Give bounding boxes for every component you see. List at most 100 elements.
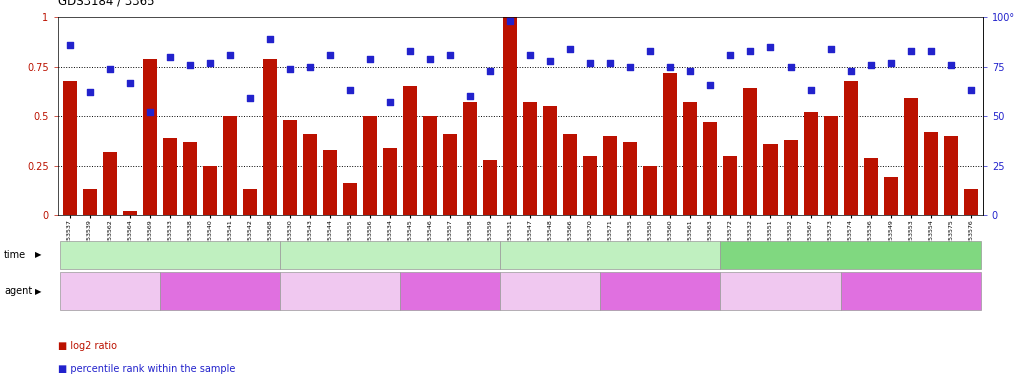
Point [182, 62, 198, 68]
Bar [764, 144, 777, 215]
Point [142, 109, 158, 115]
Point [381, 99, 398, 105]
Text: methoxyacetic acid: methoxyacetic acid [867, 286, 955, 296]
Text: saline: saline [97, 286, 123, 296]
Point [242, 95, 258, 101]
Text: saline: saline [327, 286, 354, 296]
Bar [162, 138, 177, 215]
Point [702, 81, 719, 88]
Bar [963, 189, 978, 215]
Bar [864, 158, 878, 215]
Bar [63, 81, 77, 215]
Text: methoxyacetic acid: methoxyacetic acid [616, 286, 705, 296]
Bar [703, 122, 718, 215]
Point [522, 52, 539, 58]
Point [502, 18, 518, 24]
Point [742, 48, 759, 54]
Text: 24 hr: 24 hr [836, 250, 866, 260]
Bar [143, 59, 156, 215]
Point [102, 66, 118, 72]
Bar [223, 116, 236, 215]
Bar [563, 134, 578, 215]
Text: methoxyacetic acid: methoxyacetic acid [406, 286, 494, 296]
Point [802, 88, 818, 94]
Bar [263, 59, 277, 215]
Bar [603, 136, 617, 215]
Bar [884, 177, 897, 215]
Point [822, 46, 839, 52]
Text: agent: agent [4, 286, 32, 296]
Point [201, 60, 218, 66]
Point [341, 88, 358, 94]
Point [421, 56, 438, 62]
Point [903, 48, 919, 54]
Point [121, 79, 138, 86]
Point [582, 60, 598, 66]
Bar [82, 189, 97, 215]
Bar [783, 140, 798, 215]
Bar [363, 116, 377, 215]
Bar [684, 102, 697, 215]
Text: saline: saline [537, 286, 563, 296]
Point [442, 52, 458, 58]
Point [622, 64, 638, 70]
Point [482, 68, 499, 74]
Text: GDS3184 / 3365: GDS3184 / 3365 [58, 0, 154, 8]
Text: methoxyacetic acid: methoxyacetic acid [176, 286, 264, 296]
Point [922, 48, 939, 54]
Point [562, 46, 579, 52]
Point [322, 52, 338, 58]
Text: 12 hr: 12 hr [595, 250, 625, 260]
Bar [623, 142, 637, 215]
Bar [343, 184, 357, 215]
Point [161, 54, 178, 60]
Point [62, 42, 78, 48]
Text: time: time [4, 250, 27, 260]
Point [862, 62, 879, 68]
Bar [663, 73, 677, 215]
Text: 4 hr: 4 hr [158, 250, 181, 260]
Bar [743, 88, 758, 215]
Bar [424, 116, 437, 215]
Bar [403, 86, 417, 215]
Point [882, 60, 898, 66]
Point [683, 68, 699, 74]
Bar [283, 120, 297, 215]
Point [602, 60, 619, 66]
Point [763, 44, 779, 50]
Text: saline: saline [767, 286, 794, 296]
Point [301, 64, 318, 70]
Text: ▶: ▶ [35, 286, 41, 296]
Point [542, 58, 558, 64]
Bar [944, 136, 958, 215]
Bar [323, 150, 337, 215]
Bar [543, 106, 557, 215]
Bar [904, 98, 918, 215]
Point [261, 36, 278, 42]
Point [282, 66, 298, 72]
Bar [823, 116, 838, 215]
Bar [924, 132, 938, 215]
Bar [443, 134, 457, 215]
Bar [383, 148, 397, 215]
Bar [183, 142, 196, 215]
Bar [523, 102, 538, 215]
Text: ■ log2 ratio: ■ log2 ratio [58, 341, 116, 351]
Point [642, 48, 659, 54]
Point [782, 64, 799, 70]
Point [943, 62, 959, 68]
Point [81, 89, 98, 96]
Bar [483, 160, 498, 215]
Bar [122, 211, 137, 215]
Bar [583, 156, 597, 215]
Bar [724, 156, 737, 215]
Point [462, 93, 478, 99]
Point [723, 52, 739, 58]
Bar [103, 152, 116, 215]
Bar [503, 17, 517, 215]
Bar [644, 166, 657, 215]
Bar [463, 102, 477, 215]
Point [842, 68, 858, 74]
Point [402, 48, 418, 54]
Text: ▶: ▶ [35, 250, 41, 259]
